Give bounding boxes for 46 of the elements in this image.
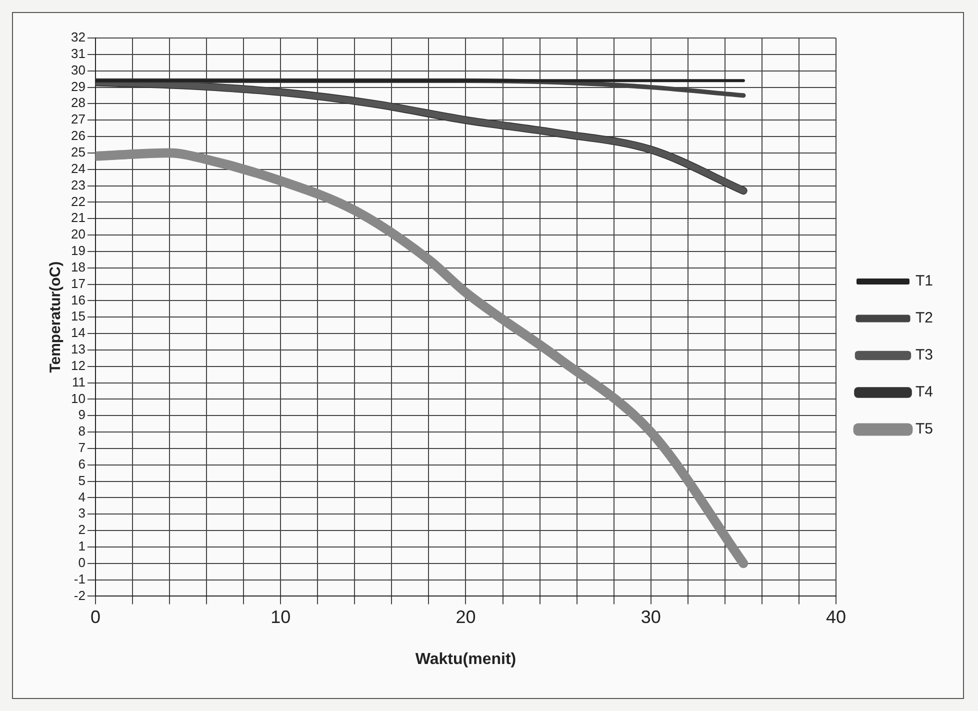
y-tick-label: 25 [70, 144, 86, 160]
legend-label: T1 [915, 272, 934, 290]
y-tick-label: 17 [70, 276, 86, 291]
y-tick-label: 16 [70, 292, 86, 308]
y-tick-label: 3 [78, 506, 86, 521]
x-tick-label: 30 [640, 606, 661, 627]
legend-label: T5 [915, 420, 934, 438]
y-tick-label: 22 [70, 194, 86, 209]
y-tick-label: -2 [74, 588, 86, 603]
y-tick-label: 2 [78, 522, 86, 538]
legend-label: T2 [915, 310, 934, 327]
y-tick-label: 1 [78, 538, 86, 554]
y-tick-label: 14 [70, 325, 86, 340]
x-axis-title: Waktu(menit) [415, 650, 516, 668]
y-tick-label: 31 [70, 46, 86, 61]
y-tick-label: 12 [70, 358, 86, 373]
y-tick-label: 15 [70, 308, 86, 324]
y-tick-label: 13 [70, 342, 86, 357]
y-tick-label: 6 [78, 456, 86, 472]
y-tick-label: 29 [70, 78, 86, 94]
y-tick-label: 8 [78, 424, 86, 439]
legend-label: T3 [915, 346, 934, 364]
y-tick-label: 18 [70, 259, 86, 274]
y-tick-label: 21 [70, 210, 86, 226]
legend-label: T4 [915, 384, 934, 401]
y-axis-title: Temperatur(oC) [47, 261, 64, 373]
y-tick-label: 7 [78, 440, 86, 456]
y-tick-label: 5 [78, 472, 86, 488]
x-tick-label: 20 [456, 606, 476, 627]
y-tick-label: 9 [78, 407, 86, 422]
y-tick-label: 26 [70, 128, 86, 144]
y-tick-label: -1 [74, 571, 86, 586]
y-tick-label: 24 [70, 160, 86, 176]
y-tick-label: 4 [78, 489, 86, 504]
y-tick-label: 27 [70, 112, 86, 127]
y-tick-label: 10 [70, 390, 86, 406]
y-tick-label: 28 [70, 95, 86, 110]
y-tick-label: 11 [72, 374, 86, 390]
y-tick-label: 23 [70, 177, 86, 192]
y-tick-label: 0 [78, 554, 86, 570]
y-tick-label: 32 [70, 30, 86, 45]
x-tick-label: 10 [270, 606, 291, 627]
x-tick-label: 40 [826, 606, 846, 627]
y-tick-label: 20 [70, 226, 86, 242]
y-tick-label: 19 [70, 243, 86, 258]
y-tick-label: 30 [70, 62, 86, 78]
